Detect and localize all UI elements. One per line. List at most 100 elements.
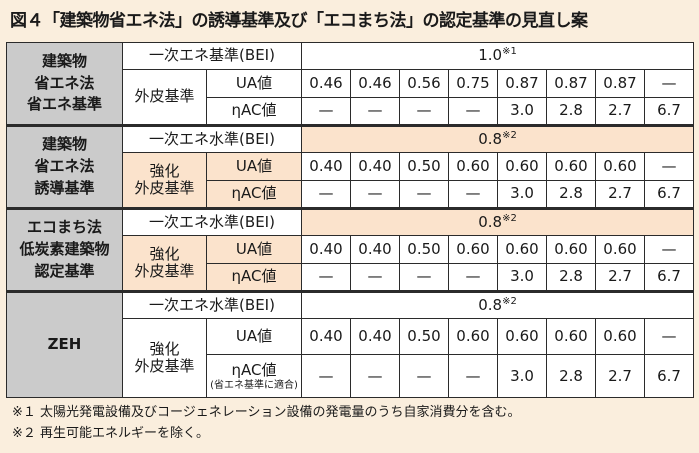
eta-value-cell: 3.0	[497, 354, 547, 398]
eta-value: —	[465, 267, 481, 286]
ua-value: 0.87	[554, 73, 588, 92]
ua-value-cell: 0.46	[350, 68, 400, 99]
envelope-label: 強化 外皮基準	[122, 318, 207, 398]
ua-value: 0.50	[407, 239, 441, 258]
eta-value-cell: 2.8	[546, 180, 596, 210]
eta-value: 2.7	[608, 267, 632, 286]
energy-value-text: 0.8	[478, 295, 503, 314]
eta-value-cell: —	[399, 96, 449, 127]
eta-value-cell: —	[448, 96, 498, 127]
eta-value-cell: 3.0	[497, 96, 547, 127]
ua-value-cell: 0.87	[497, 68, 547, 99]
ua-value-cell: —	[643, 151, 695, 182]
figure-title: 図４「建築物省エネ法」の誘導基準及び「エコまち法」の認定基準の見直し案	[10, 11, 588, 31]
ua-value-cell: 0.60	[546, 151, 596, 182]
eta-value-cell: —	[448, 354, 498, 398]
ua-value-cell: 0.60	[546, 318, 596, 356]
ua-value: 0.40	[358, 327, 392, 346]
ua-value-cell: —	[643, 235, 695, 265]
eta-value: —	[416, 184, 432, 203]
energy-note: ※2	[502, 295, 517, 307]
eta-value-cell: 2.8	[546, 263, 596, 293]
envelope-label-text: 強化 外皮基準	[134, 244, 195, 281]
ua-value-cell: 0.60	[497, 235, 547, 265]
footnote-2: ※２ 再生可能エネルギーを除く。	[12, 426, 210, 441]
ua-value: 0.40	[358, 156, 392, 175]
ua-value-cell: 0.56	[399, 68, 449, 99]
eta-value-cell: —	[350, 180, 400, 210]
ua-value: 0.87	[603, 73, 637, 92]
energy-label-text: 一次エネ水準(BEI)	[149, 295, 275, 314]
ua-value-cell: —	[643, 68, 695, 99]
energy-label-text: 一次エネ水準(BEI)	[149, 129, 275, 148]
eta-value: —	[416, 101, 432, 120]
ua-value: 0.60	[456, 239, 490, 258]
ua-value: 0.60	[505, 327, 539, 346]
eta-value-cell: —	[399, 354, 449, 398]
energy-value-text: 0.8	[478, 129, 503, 148]
eta-value: —	[318, 184, 334, 203]
ua-label-text: UA値	[235, 239, 273, 258]
ua-value-cell: 0.60	[448, 235, 498, 265]
ua-label-text: UA値	[235, 73, 273, 92]
ua-value-cell: 0.60	[497, 318, 547, 356]
eta-value-cell: —	[350, 263, 400, 293]
eta-value: 3.0	[510, 366, 534, 385]
eta-value: —	[465, 184, 481, 203]
ua-label-text: UA値	[235, 327, 273, 346]
eta-label: ηAC値	[206, 263, 302, 293]
eta-value-cell: —	[301, 180, 351, 210]
energy-value-text: 0.8	[478, 212, 503, 231]
ua-value-cell: 0.50	[399, 151, 449, 182]
eta-value-cell: 6.7	[643, 263, 695, 293]
eta-value: —	[416, 267, 432, 286]
energy-label-text: 一次エネ水準(BEI)	[149, 212, 275, 231]
ua-value-cell: 0.46	[301, 68, 351, 99]
eta-value: 2.8	[559, 101, 583, 120]
energy-label: 一次エネ水準(BEI)	[122, 290, 302, 320]
category-text: ZEH	[47, 335, 82, 354]
ua-value: 0.40	[309, 327, 343, 346]
category-text: エコまち法 低炭素建築物 認定基準	[19, 218, 110, 280]
eta-value: —	[367, 267, 383, 286]
eta-label: ηAC値 (省エネ基準に適合)	[206, 354, 302, 398]
eta-value: 2.8	[559, 184, 583, 203]
ua-label: UA値	[206, 151, 302, 182]
ua-value-cell: 0.75	[448, 68, 498, 99]
ua-value: 0.50	[407, 156, 441, 175]
ua-label: UA値	[206, 68, 302, 99]
eta-value-cell: —	[350, 354, 400, 398]
eta-value-cell: —	[350, 96, 400, 127]
ua-value: 0.56	[407, 73, 441, 92]
eta-label: ηAC値	[206, 96, 302, 127]
eta-note: (省エネ基準に適合)	[210, 379, 298, 391]
ua-value: 0.87	[505, 73, 539, 92]
ua-value-cell: 0.87	[595, 68, 645, 99]
energy-label: 一次エネ基準(BEI)	[122, 42, 302, 70]
eta-label: ηAC値	[206, 180, 302, 210]
eta-value: 6.7	[657, 267, 681, 286]
category-text: 建築物 省エネ法 省エネ基準	[26, 51, 102, 114]
ua-value-cell: 0.50	[399, 235, 449, 265]
eta-value: —	[367, 184, 383, 203]
ua-value-cell: 0.60	[546, 235, 596, 265]
eta-value: 6.7	[657, 101, 681, 120]
energy-label: 一次エネ水準(BEI)	[122, 207, 302, 237]
ua-value-cell: 0.60	[497, 151, 547, 182]
envelope-label-text: 外皮基準	[134, 87, 195, 106]
eta-value-cell: —	[448, 263, 498, 293]
eta-value: 2.7	[608, 366, 632, 385]
eta-value-cell: —	[399, 263, 449, 293]
eta-value-cell: 2.8	[546, 354, 596, 398]
ua-value-cell: 0.40	[350, 151, 400, 182]
category-label: エコまち法 低炭素建築物 認定基準	[6, 207, 123, 293]
ua-value: 0.60	[603, 156, 637, 175]
eta-value: —	[367, 366, 383, 385]
ua-value: 0.60	[554, 327, 588, 346]
energy-value: 0.8※2	[300, 290, 695, 320]
eta-value: 3.0	[510, 184, 534, 203]
energy-value: 0.8※2	[300, 207, 695, 237]
eta-label-text: ηAC値	[231, 267, 277, 286]
ua-value: 0.60	[554, 239, 588, 258]
eta-value-cell: —	[399, 180, 449, 210]
